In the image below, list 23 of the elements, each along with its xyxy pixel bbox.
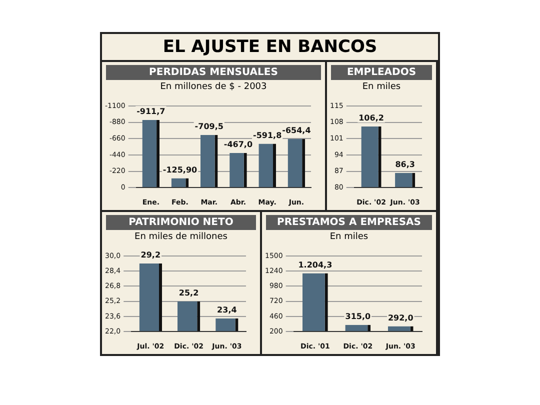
chart-subtitle: En miles	[361, 82, 402, 92]
chart-title: PATRIMONIO NETO	[106, 215, 256, 230]
chart-subtitle: En miles	[328, 232, 370, 242]
data-label: -467,0	[224, 140, 253, 150]
chart-subtitle: En millones de $ - 2003	[159, 82, 268, 92]
chart-title: EMPLEADOS	[331, 65, 432, 80]
chart-title: PERDIDAS MENSUALES	[106, 65, 321, 80]
data-label: -591,8	[253, 130, 282, 140]
data-label: -911,7	[136, 107, 166, 116]
data-label: -709,5	[194, 122, 224, 132]
data-label: 106,2	[358, 114, 384, 123]
text: EL AJUSTE EN BANCOS	[102, 34, 438, 62]
chart-subtitle: En miles de millones	[134, 232, 228, 242]
data-label: 86,3	[395, 160, 415, 169]
data-label: 29,2	[140, 250, 161, 260]
data-label: 315,0	[345, 312, 371, 321]
data-label: -125,90	[162, 165, 198, 174]
data-label: 25,2	[178, 288, 199, 298]
data-label: 23,4	[217, 305, 238, 314]
chart-title: PRESTAMOS A EMPRESAS	[266, 215, 432, 230]
data-label: 1.204,3	[298, 260, 332, 270]
data-label: -654,4	[282, 126, 312, 136]
data-label: 292,0	[388, 313, 414, 322]
